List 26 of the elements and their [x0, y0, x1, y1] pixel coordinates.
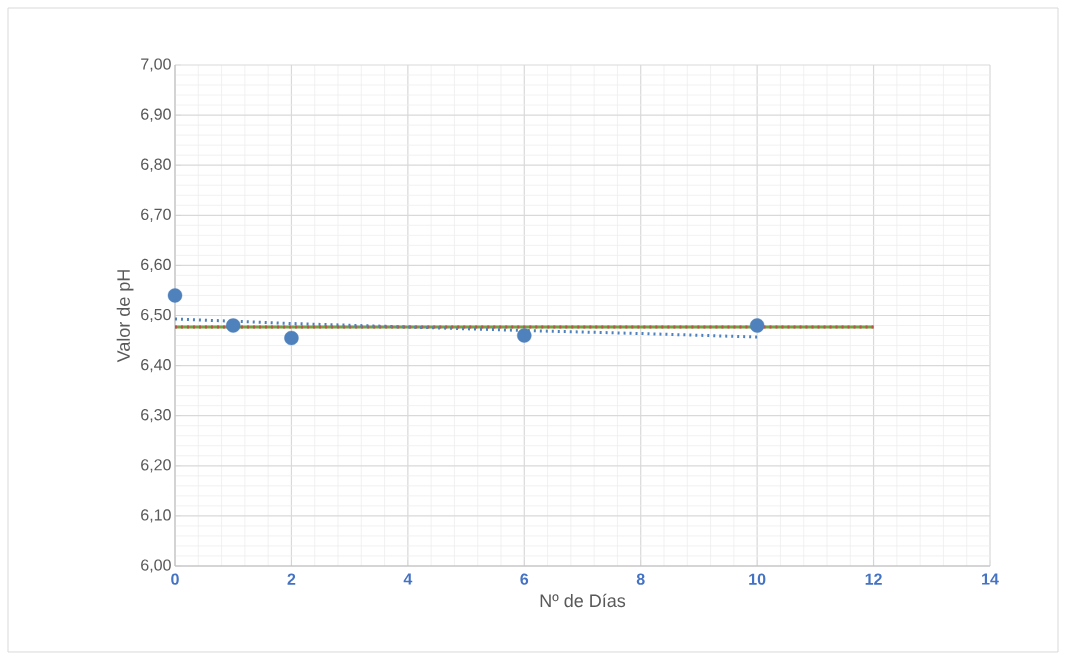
y-tick-label: 6,50 — [141, 308, 171, 323]
y-tick-label: 6,10 — [141, 509, 171, 523]
x-axis-title: Nº de Días — [540, 593, 626, 608]
x-tick-label: 8 — [636, 573, 645, 585]
y-tick-label: 6,80 — [141, 158, 171, 172]
y-tick-label: 6,60 — [141, 258, 171, 272]
y-tick-label: 6,30 — [141, 409, 171, 423]
x-tick-label: 10 — [749, 573, 766, 585]
y-tick-label: 6,00 — [141, 559, 171, 573]
y-tick-label: 6,90 — [141, 108, 171, 122]
y-tick-label: 7,00 — [141, 58, 171, 72]
x-tick-label: 4 — [403, 573, 413, 585]
x-tick-label: 14 — [982, 573, 999, 585]
point — [226, 318, 241, 333]
x-tick-label: 6 — [520, 573, 529, 585]
y-axis-title: Valor de pH — [116, 270, 134, 363]
y-tick-label: 6,40 — [141, 358, 171, 373]
y-tick-label: 6,20 — [141, 459, 171, 473]
point — [749, 318, 765, 333]
point — [284, 330, 299, 346]
point — [167, 288, 183, 303]
x-tick-label: 0 — [171, 573, 179, 585]
point — [517, 328, 532, 343]
y-tick-label: 6,70 — [141, 208, 171, 222]
x-tick-label: 2 — [287, 573, 296, 585]
x-tick-label: 12 — [865, 573, 882, 585]
